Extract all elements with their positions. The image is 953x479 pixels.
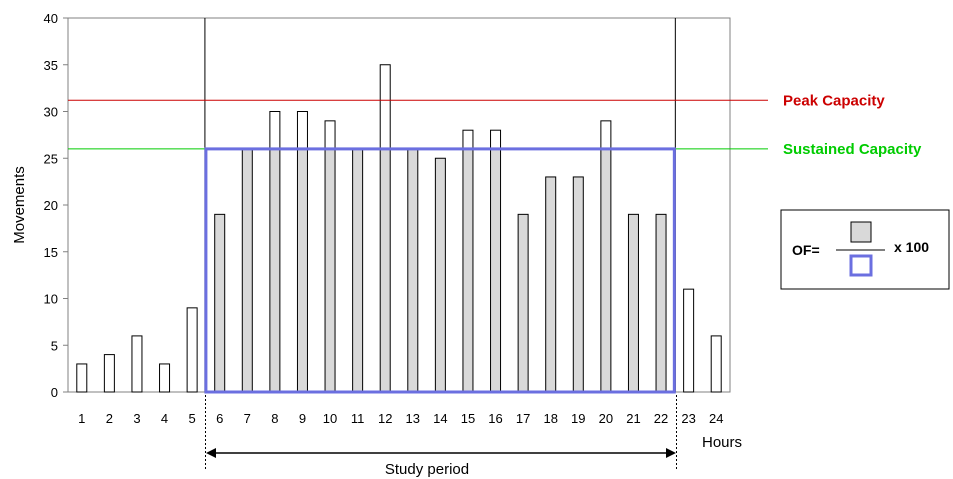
x-tick-label: 8 [271,411,278,426]
x-tick-label: 16 [488,411,502,426]
study-period-capacity-box [204,147,676,394]
bar-above-capacity [462,129,474,150]
bar [407,148,419,393]
x-tick-label: 3 [133,411,140,426]
bar [683,288,695,393]
occupancy-factor-formula: OF= x 100 [780,209,950,290]
bar [131,335,143,393]
bar-above-capacity [379,64,391,150]
y-tick-label: 10 [44,292,58,307]
x-tick-label: 17 [516,411,530,426]
formula-gray-box-icon [850,221,872,243]
x-tick-label: 12 [378,411,392,426]
x-tick-label: 5 [189,411,196,426]
x-tick-label: 11 [351,411,365,426]
y-tick-label: 30 [44,105,58,120]
bar-above-capacity [600,120,612,150]
y-axis: 0 5 10 15 20 25 30 35 40 [44,11,68,400]
x-tick-label: 20 [599,411,613,426]
y-tick-label: 25 [44,151,58,166]
x-tick-label: 9 [299,411,306,426]
y-tick-label: 5 [51,338,58,353]
x-tick-label: 2 [106,411,113,426]
study-period-label: Study period [385,461,469,478]
bar [545,176,557,393]
peak-capacity-label: Peak Capacity [783,92,885,109]
y-tick-label: 0 [51,385,58,400]
y-tick-label: 15 [44,245,58,260]
bar [627,213,639,393]
bar [241,148,253,393]
x-tick-label: 22 [654,411,668,426]
x-tick-label: 4 [161,411,168,426]
study-period-arrow-left-head [206,448,216,458]
bar-above-capacity [324,120,336,150]
x-tick-label: 1 [78,411,85,426]
formula-suffix: x 100 [894,239,929,255]
bar [352,148,364,393]
x-tick-label: 18 [543,411,557,426]
x-tick-label: 14 [433,411,447,426]
bar [214,213,226,393]
x-tick-label: 21 [626,411,640,426]
y-tick-label: 35 [44,58,58,73]
sustained-capacity-label: Sustained Capacity [783,141,922,158]
x-tick-label: 24 [709,411,723,426]
bar [434,157,446,393]
x-tick-label: 10 [323,411,337,426]
bar-below-capacity [269,148,281,393]
bar [103,354,115,393]
x-tick-label: 7 [244,411,251,426]
bar [76,363,88,393]
bar-below-capacity [296,148,308,393]
x-tick-label: 19 [571,411,585,426]
bar-below-capacity [462,148,474,393]
bar [159,363,171,393]
bar [572,176,584,393]
x-axis-title: Hours [702,434,742,451]
bar-above-capacity [296,111,308,150]
formula-blue-box-icon [849,254,873,277]
bar-below-capacity [600,148,612,393]
x-tick-label: 15 [461,411,475,426]
bar [186,307,198,393]
bar [710,335,722,393]
bar-above-capacity [490,129,502,150]
study-period-arrow-right-head [666,448,676,458]
bar-series [76,64,722,393]
x-tick-label: 6 [216,411,223,426]
x-tick-label: 23 [681,411,695,426]
bar [517,213,529,393]
study-period-annotation: Study period [205,395,677,478]
bar-above-capacity [269,111,281,150]
bar-below-capacity [490,148,502,393]
bar-below-capacity [379,148,391,393]
x-axis: 1 2 3 4 5 6 7 8 9 10 11 12 13 14 15 16 17 18 19 20 21 22 23 24 [78,411,723,426]
y-tick-label: 20 [44,198,58,213]
x-tick-label: 13 [406,411,420,426]
y-tick-label: 40 [44,11,58,26]
bar-below-capacity [324,148,336,393]
formula-prefix: OF= [792,242,820,258]
y-axis-title: Movements [11,166,28,244]
bar [655,213,667,393]
